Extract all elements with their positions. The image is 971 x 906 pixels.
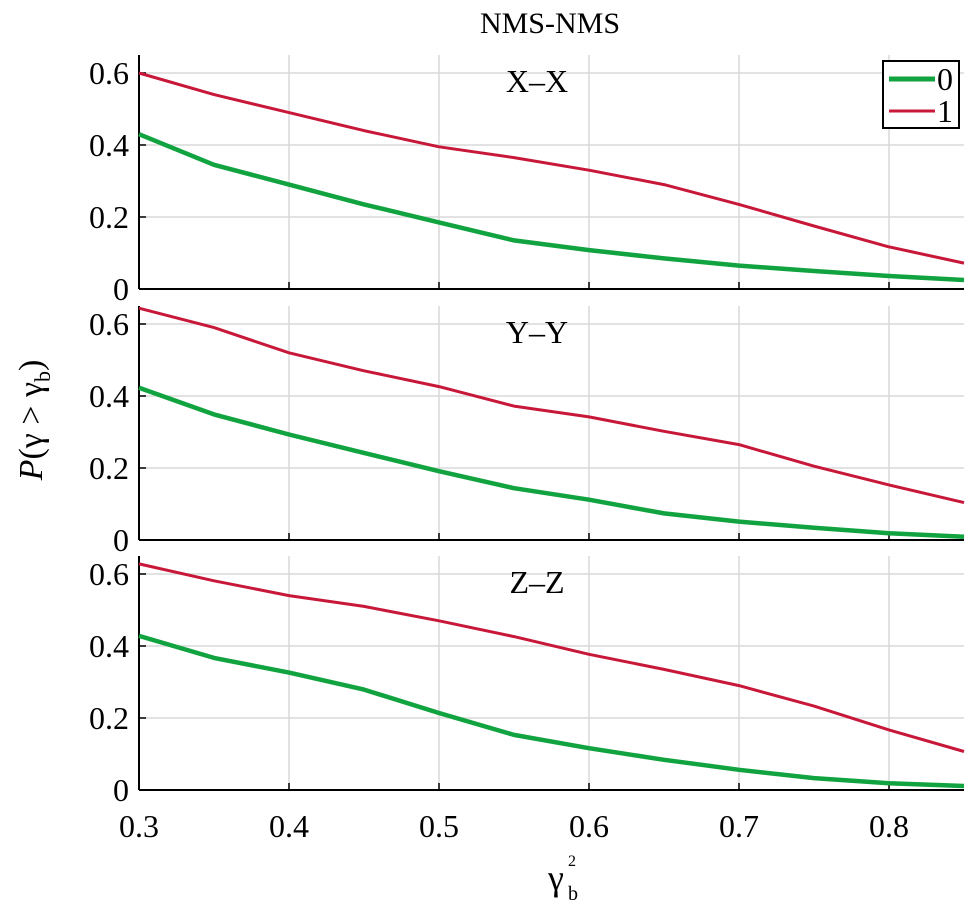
chart-title: NMS-NMS xyxy=(480,7,620,40)
x-tick-label: 0.6 xyxy=(569,808,609,844)
y-tick-label: 0.2 xyxy=(89,199,129,235)
series-line-1 xyxy=(138,306,965,505)
legend-label-0: 0 xyxy=(937,61,953,97)
y-tick-label: 0.4 xyxy=(89,628,129,664)
y-tick-label: 0 xyxy=(113,271,129,307)
series-line-0 xyxy=(138,633,965,789)
svg-text:2: 2 xyxy=(568,853,576,870)
y-tick-label: 0.6 xyxy=(89,55,129,91)
series-line-0 xyxy=(138,385,965,540)
panel-label: X–X xyxy=(506,63,568,99)
legend-box xyxy=(882,60,960,129)
y-tick-label: 0.4 xyxy=(89,127,129,163)
y-tick-label: 0.2 xyxy=(89,700,129,736)
x-tick-label: 0.7 xyxy=(719,808,759,844)
panel-3: 0 0.2 0.4 0.6 Z–Z xyxy=(89,556,965,808)
svg-text:γ: γ xyxy=(547,858,564,898)
series-line-1 xyxy=(138,71,965,265)
series-line-0 xyxy=(138,132,965,283)
y-tick-label: 0.6 xyxy=(89,556,129,592)
x-tick-label: 0.4 xyxy=(269,808,309,844)
y-tick-label: 0.2 xyxy=(89,450,129,486)
panel-1: 0 0.2 0.4 0.6 X–X xyxy=(89,55,965,307)
svg-text:b: b xyxy=(568,883,578,905)
x-tick-label: 0.8 xyxy=(869,808,909,844)
x-tick-label: 0.3 xyxy=(119,808,159,844)
y-axis-label: P(γ > γb) xyxy=(13,360,55,482)
y-tick-label: 0 xyxy=(113,772,129,808)
legend: 01 xyxy=(882,60,960,129)
y-tick-label: 0.6 xyxy=(89,306,129,342)
panel-label: Y–Y xyxy=(506,314,568,350)
series-line-1 xyxy=(138,562,965,753)
legend-label-1: 1 xyxy=(937,93,953,129)
y-tick-label: 0 xyxy=(113,522,129,558)
x-axis-label: γ b 2 xyxy=(547,853,578,905)
y-tick-label: 0.4 xyxy=(89,378,129,414)
svg-text:P(γ > γb): P(γ > γb) xyxy=(13,360,55,482)
panel-label: Z–Z xyxy=(509,564,564,600)
x-tick-label: 0.5 xyxy=(419,808,459,844)
panel-2: 0 0.2 0.4 0.6 Y–Y xyxy=(89,306,965,558)
